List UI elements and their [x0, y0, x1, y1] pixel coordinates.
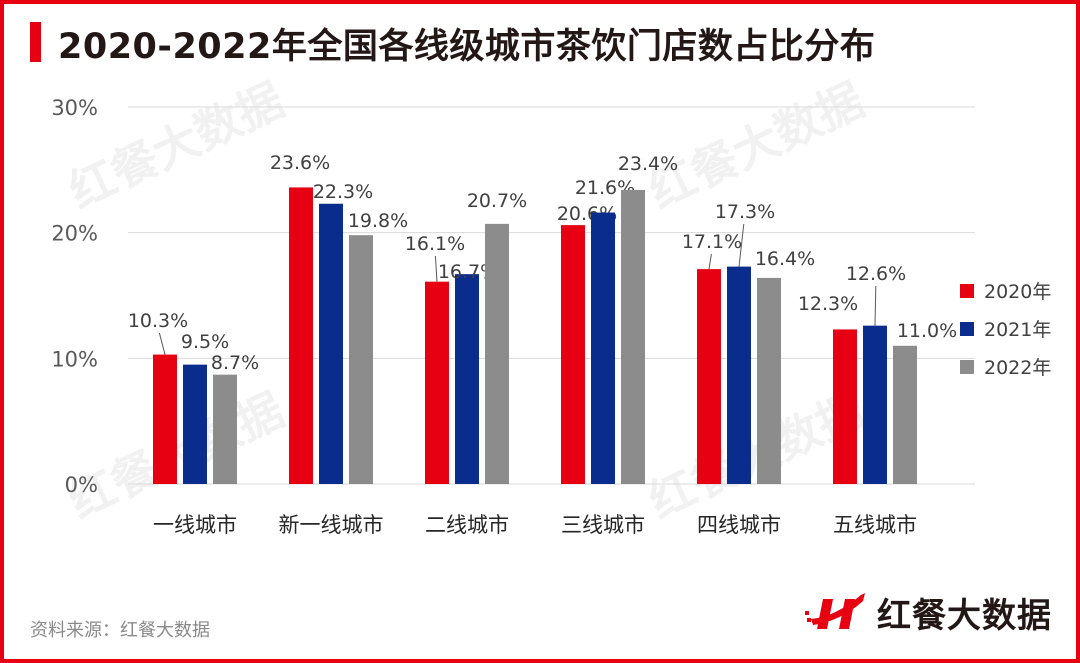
leader-line	[874, 285, 877, 326]
data-label: 8.7%	[211, 352, 259, 374]
bar-2020年-一线城市	[153, 354, 177, 484]
legend-swatch	[960, 322, 974, 336]
leader-line	[434, 255, 438, 282]
bar-2021年-三线城市	[591, 212, 615, 484]
data-label: 9.5%	[181, 331, 229, 353]
bar-2021年-新一线城市	[319, 203, 343, 484]
legend-label: 2020年	[984, 281, 1051, 303]
data-label: 23.6%	[270, 152, 330, 174]
y-tick-label: 20%	[51, 222, 98, 246]
bar-2020年-三线城市	[561, 225, 585, 485]
x-tick-label: 四线城市	[697, 513, 781, 537]
data-label: 17.1%	[682, 231, 742, 253]
y-tick-label: 10%	[51, 347, 98, 371]
data-label: 20.7%	[467, 190, 527, 212]
legend-swatch	[960, 360, 974, 374]
data-label: 16.7%	[438, 261, 498, 283]
data-label: 16.4%	[755, 248, 815, 270]
data-label: 17.3%	[715, 201, 775, 223]
data-label: 19.8%	[348, 210, 408, 232]
x-tick-label: 三线城市	[561, 513, 645, 537]
source-note: 资料来源：红餐大数据	[30, 620, 210, 641]
data-label: 11.0%	[897, 320, 957, 342]
legend-label: 2021年	[984, 319, 1051, 341]
bar-2020年-新一线城市	[289, 187, 313, 484]
bar-2022年-一线城市	[213, 374, 237, 484]
bar-2020年-二线城市	[425, 281, 449, 484]
x-tick-label: 一线城市	[153, 513, 237, 537]
bar-2022年-四线城市	[757, 277, 781, 484]
leader-line	[708, 253, 712, 270]
logo-text: 红餐大数据	[877, 596, 1052, 636]
x-tick-label: 五线城市	[833, 513, 917, 537]
data-label: 22.3%	[313, 181, 373, 203]
bar-2021年-四线城市	[727, 266, 751, 484]
data-label: 16.1%	[405, 233, 465, 255]
bar-2022年-新一线城市	[349, 235, 373, 484]
legend-label: 2022年	[984, 357, 1051, 379]
y-tick-label: 30%	[51, 96, 98, 120]
bar-2021年-二线城市	[455, 274, 479, 484]
x-tick-label: 二线城市	[425, 513, 509, 537]
legend-swatch	[960, 284, 974, 298]
bar-2020年-四线城市	[697, 269, 721, 484]
data-label: 12.6%	[846, 263, 906, 285]
bar-2020年-五线城市	[833, 329, 857, 484]
title-accent-bar	[30, 22, 41, 62]
bar-2022年-二线城市	[485, 223, 509, 484]
data-label: 21.6%	[575, 177, 635, 199]
leader-line	[738, 223, 745, 267]
bar-2022年-五线城市	[893, 345, 917, 484]
bar-2022年-三线城市	[621, 189, 645, 484]
logo-h-icon	[805, 592, 865, 629]
y-tick-label: 0%	[65, 473, 98, 497]
data-label: 10.3%	[128, 310, 188, 332]
bar-2021年-五线城市	[863, 325, 887, 484]
x-tick-label: 新一线城市	[279, 513, 384, 537]
leader-line	[158, 332, 166, 355]
chart-title: 2020-2022年全国各线级城市茶饮门店数占比分布	[58, 27, 876, 67]
brand-logo: 红餐大数据	[805, 588, 1052, 637]
data-label: 23.4%	[618, 153, 678, 175]
data-label: 12.3%	[798, 293, 858, 315]
bar-2021年-一线城市	[183, 364, 207, 484]
